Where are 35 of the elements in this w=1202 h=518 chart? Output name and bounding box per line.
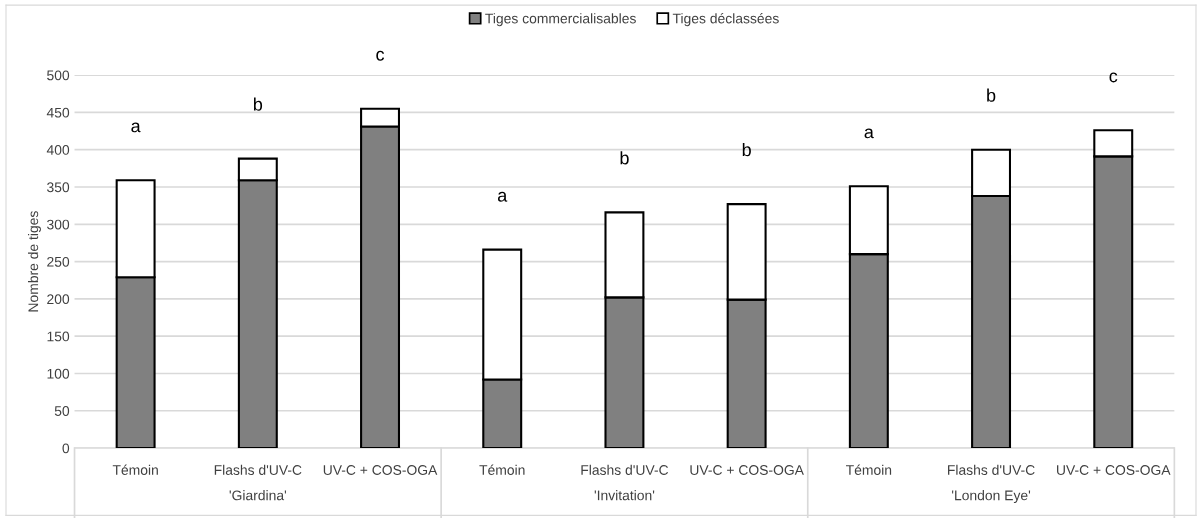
y-tick-label: 250 xyxy=(47,256,70,267)
annotation: b xyxy=(987,88,996,102)
annotation: c xyxy=(1109,72,1118,83)
text: 'Giardina' xyxy=(229,490,287,501)
annotation: a xyxy=(131,122,141,133)
y-tick-label: 200 xyxy=(47,294,70,305)
y-tick-label: 300 xyxy=(47,219,70,230)
y-tick-label: 350 xyxy=(47,182,70,193)
y-tick-label: 500 xyxy=(47,70,70,81)
y-tick-label: 450 xyxy=(46,107,70,118)
x-tick-label: UV-C + COS-OGA xyxy=(1057,465,1171,475)
text: c xyxy=(376,50,385,61)
text: 'Invitation' xyxy=(594,490,655,501)
legend-label: Tiges déclassées xyxy=(672,13,779,27)
text: 'London Eye' xyxy=(952,490,1031,504)
x-tick-label: Témoin xyxy=(846,464,892,475)
annotation: a xyxy=(864,128,874,139)
y-tick-label: 100 xyxy=(47,368,70,379)
x-tick-label: Témoin xyxy=(112,464,158,475)
x-tick-label: Témoin xyxy=(479,464,525,475)
x-tick-label: Flashs d'UV-C xyxy=(948,464,1035,475)
x-tick-label: UV-C + COS-OGA xyxy=(323,465,438,475)
x-tick-label: Flashs d'UV-C xyxy=(581,464,669,475)
annotation: b xyxy=(253,97,263,111)
annotation: b xyxy=(620,151,629,165)
y-tick-label: 0 xyxy=(62,443,70,454)
annotation: b xyxy=(742,142,751,157)
y-tick-label: 50 xyxy=(54,406,70,416)
annotation: a xyxy=(497,191,508,202)
y-tick-label: 400 xyxy=(46,145,70,155)
y-tick-label: 150 xyxy=(47,331,70,342)
y-axis-title: Nombre de tiges xyxy=(27,211,41,312)
x-tick-label: Flashs d'UV-C xyxy=(214,464,302,475)
legend-label: Tiges commercialisables xyxy=(485,13,636,27)
x-tick-label: UV-C + COS-OGA xyxy=(690,465,804,475)
